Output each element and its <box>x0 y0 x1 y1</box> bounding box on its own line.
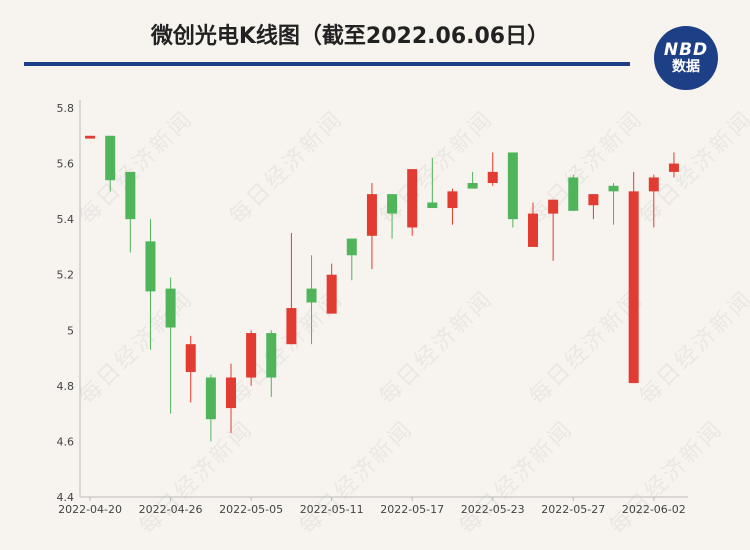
y-tick-label: 4.8 <box>57 380 75 393</box>
candle-body <box>427 202 438 209</box>
logo-data-text: 数据 <box>672 58 700 75</box>
candle-body <box>387 194 398 214</box>
candle-body <box>487 171 498 184</box>
candle-body <box>306 288 317 303</box>
candle-body <box>346 238 357 256</box>
candle-body <box>507 152 518 220</box>
candle-body <box>648 177 659 192</box>
x-tick-label: 2022-06-02 <box>622 503 686 516</box>
candle-body <box>568 177 579 211</box>
logo-nbd-text: NBD <box>663 39 709 60</box>
chart-title: 微创光电K线图（截至2022.06.06日） <box>150 24 550 49</box>
candle-body <box>286 308 297 345</box>
y-tick-label: 5 <box>67 324 74 337</box>
candle-body <box>366 194 377 236</box>
candle-body <box>528 213 538 247</box>
title-underline <box>24 62 630 66</box>
candle-body <box>407 169 418 228</box>
candle-body <box>246 333 257 378</box>
candle-body <box>85 135 96 139</box>
candle-body <box>125 171 136 220</box>
x-tick-label: 2022-05-23 <box>461 503 525 516</box>
x-tick-label: 2022-05-05 <box>219 503 283 516</box>
candle-body <box>185 344 196 372</box>
y-tick-label: 4.6 <box>57 435 75 448</box>
x-tick-label: 2022-04-20 <box>58 503 122 516</box>
candle-body <box>226 377 236 409</box>
y-tick-label: 5.2 <box>57 269 75 282</box>
candle-body <box>105 135 116 181</box>
candle-body <box>588 194 599 206</box>
candle-body <box>467 183 478 189</box>
candle-body <box>548 199 559 214</box>
y-tick-label: 4.4 <box>57 491 75 504</box>
y-tick-label: 5.8 <box>57 102 75 115</box>
candle-body <box>447 191 458 209</box>
y-tick-label: 5.6 <box>57 158 75 171</box>
candle-body <box>668 163 679 172</box>
x-tick-label: 2022-05-27 <box>541 503 605 516</box>
y-tick-label: 5.4 <box>57 213 75 226</box>
candle-body <box>608 185 619 192</box>
x-tick-label: 2022-04-26 <box>139 503 203 516</box>
nbd-data-logo: NBD 数据 <box>654 26 718 90</box>
candle-body <box>326 274 337 314</box>
candle-body <box>145 241 156 292</box>
x-tick-label: 2022-05-17 <box>380 503 444 516</box>
x-tick-label: 2022-05-11 <box>300 503 364 516</box>
candle-body <box>266 333 277 378</box>
candle-body <box>205 377 216 420</box>
candle-body <box>165 288 176 328</box>
candle-body <box>628 191 639 384</box>
